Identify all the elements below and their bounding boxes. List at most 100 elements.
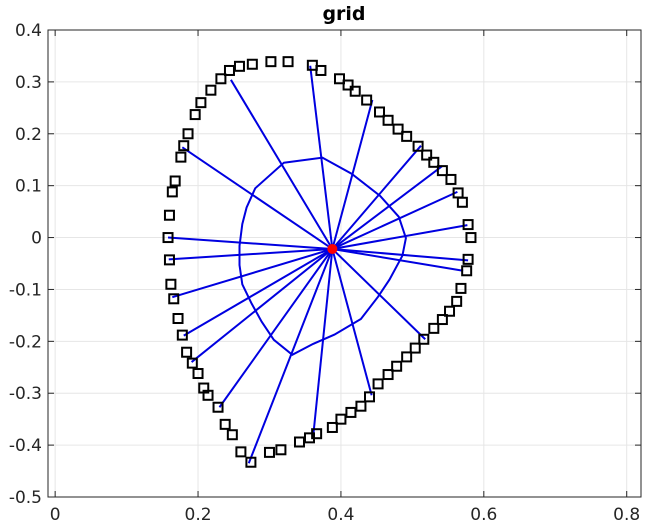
boundary-marker: [444, 305, 456, 317]
center-point: [327, 243, 338, 254]
plot-frame: [47, 29, 642, 498]
boundary-marker: [436, 314, 448, 326]
boundary-marker: [168, 293, 180, 305]
spoke-line: [331, 165, 443, 250]
boundary-marker: [212, 401, 224, 413]
inner-contour: [238, 156, 407, 356]
boundary-marker: [172, 313, 184, 325]
boundary-marker: [401, 351, 413, 363]
y-tick-label: 0.4: [15, 21, 42, 41]
boundary-marker: [162, 232, 174, 244]
boundary-marker: [163, 209, 175, 221]
spoke-line: [168, 247, 333, 261]
spoke-line: [218, 248, 334, 408]
boundary-marker: [436, 165, 448, 177]
y-tick-label: 0.1: [15, 177, 42, 197]
spoke-line: [181, 146, 333, 250]
boundary-marker: [382, 114, 394, 126]
y-tick-label: -0.2: [9, 332, 42, 352]
chart-title: grid: [322, 3, 365, 25]
boundary-marker: [401, 130, 413, 142]
boundary-marker: [189, 109, 201, 121]
boundary-marker: [333, 73, 345, 85]
x-tick-label: 0.6: [470, 505, 497, 525]
boundary-marker: [219, 418, 231, 430]
boundary-marker: [465, 232, 477, 244]
boundary-marker: [462, 253, 474, 265]
y-tick-label: 0.3: [15, 73, 42, 93]
boundary-marker: [182, 128, 194, 140]
boundary-marker: [412, 140, 424, 152]
boundary-marker: [166, 186, 178, 198]
boundary-marker: [181, 346, 193, 358]
plot-area-background: [48, 30, 641, 497]
boundary-marker: [342, 79, 354, 91]
boundary-marker: [335, 413, 347, 425]
boundary-marker: [163, 254, 175, 266]
boundary-marker: [235, 446, 247, 458]
spoke-line: [190, 248, 333, 363]
boundary-marker: [326, 421, 338, 433]
boundary-marker: [178, 140, 190, 152]
boundary-marker: [186, 357, 198, 369]
y-tick-label: -0.1: [9, 280, 42, 300]
boundary-marker: [451, 295, 463, 307]
boundary-marker: [345, 406, 357, 418]
boundary-marker: [421, 149, 433, 161]
x-axis-ticks: 0 0.2 0.4 0.6 0.8: [50, 30, 640, 525]
spoke-line: [172, 248, 333, 299]
boundary-marker: [418, 333, 430, 345]
x-tick-label: 0.2: [185, 505, 212, 525]
boundary-marker: [428, 322, 440, 334]
boundary-marker: [349, 85, 361, 97]
spoke-line: [247, 248, 334, 464]
boundary-marker: [265, 56, 277, 68]
spoke-line: [331, 190, 458, 250]
x-tick-label: 0.8: [613, 505, 640, 525]
boundary-marker: [364, 391, 376, 403]
boundary-marker: [215, 73, 227, 85]
boundary-marker: [165, 278, 177, 290]
boundary-marker: [205, 84, 217, 96]
y-axis-ticks: -0.5 -0.4 -0.3 -0.2 -0.1 0 0.1 0.2 0.3 0.4: [9, 21, 641, 508]
boundary-marker: [361, 94, 373, 106]
y-tick-label: -0.4: [9, 436, 42, 456]
boundary-marker: [455, 282, 467, 294]
boundary-marker: [355, 400, 367, 412]
boundary-marker: [428, 156, 440, 168]
boundary-marker: [445, 173, 457, 185]
boundary-marker: [275, 444, 287, 456]
boundary-markers: [162, 56, 477, 468]
boundary-marker: [263, 446, 275, 458]
boundary-marker: [456, 196, 468, 208]
boundary-marker: [461, 265, 473, 277]
boundary-marker: [409, 342, 421, 354]
boundary-marker: [198, 382, 210, 394]
boundary-marker: [382, 369, 394, 381]
boundary-marker: [293, 436, 305, 448]
boundary-marker: [175, 151, 187, 163]
spoke-line: [332, 247, 464, 272]
boundary-marker: [374, 106, 386, 118]
spoke-line: [331, 248, 373, 396]
boundary-marker: [195, 97, 207, 109]
boundary-marker: [176, 329, 188, 341]
spoke-line: [332, 224, 468, 250]
boundary-marker: [282, 56, 294, 68]
boundary-marker: [226, 429, 238, 441]
boundary-marker: [192, 368, 204, 380]
spoke-line: [312, 248, 334, 438]
boundary-marker: [315, 64, 327, 76]
boundary-marker: [246, 58, 258, 70]
x-tick-label: 0.4: [327, 505, 354, 525]
boundary-marker: [169, 175, 181, 187]
boundary-marker: [391, 360, 403, 372]
y-tick-label: -0.5: [9, 488, 42, 508]
spoke-line: [332, 247, 469, 262]
boundary-marker: [223, 64, 235, 76]
spoke-line: [183, 248, 333, 337]
spoke-line: [167, 236, 333, 250]
boundary-marker: [392, 123, 404, 135]
boundary-marker: [462, 219, 474, 231]
